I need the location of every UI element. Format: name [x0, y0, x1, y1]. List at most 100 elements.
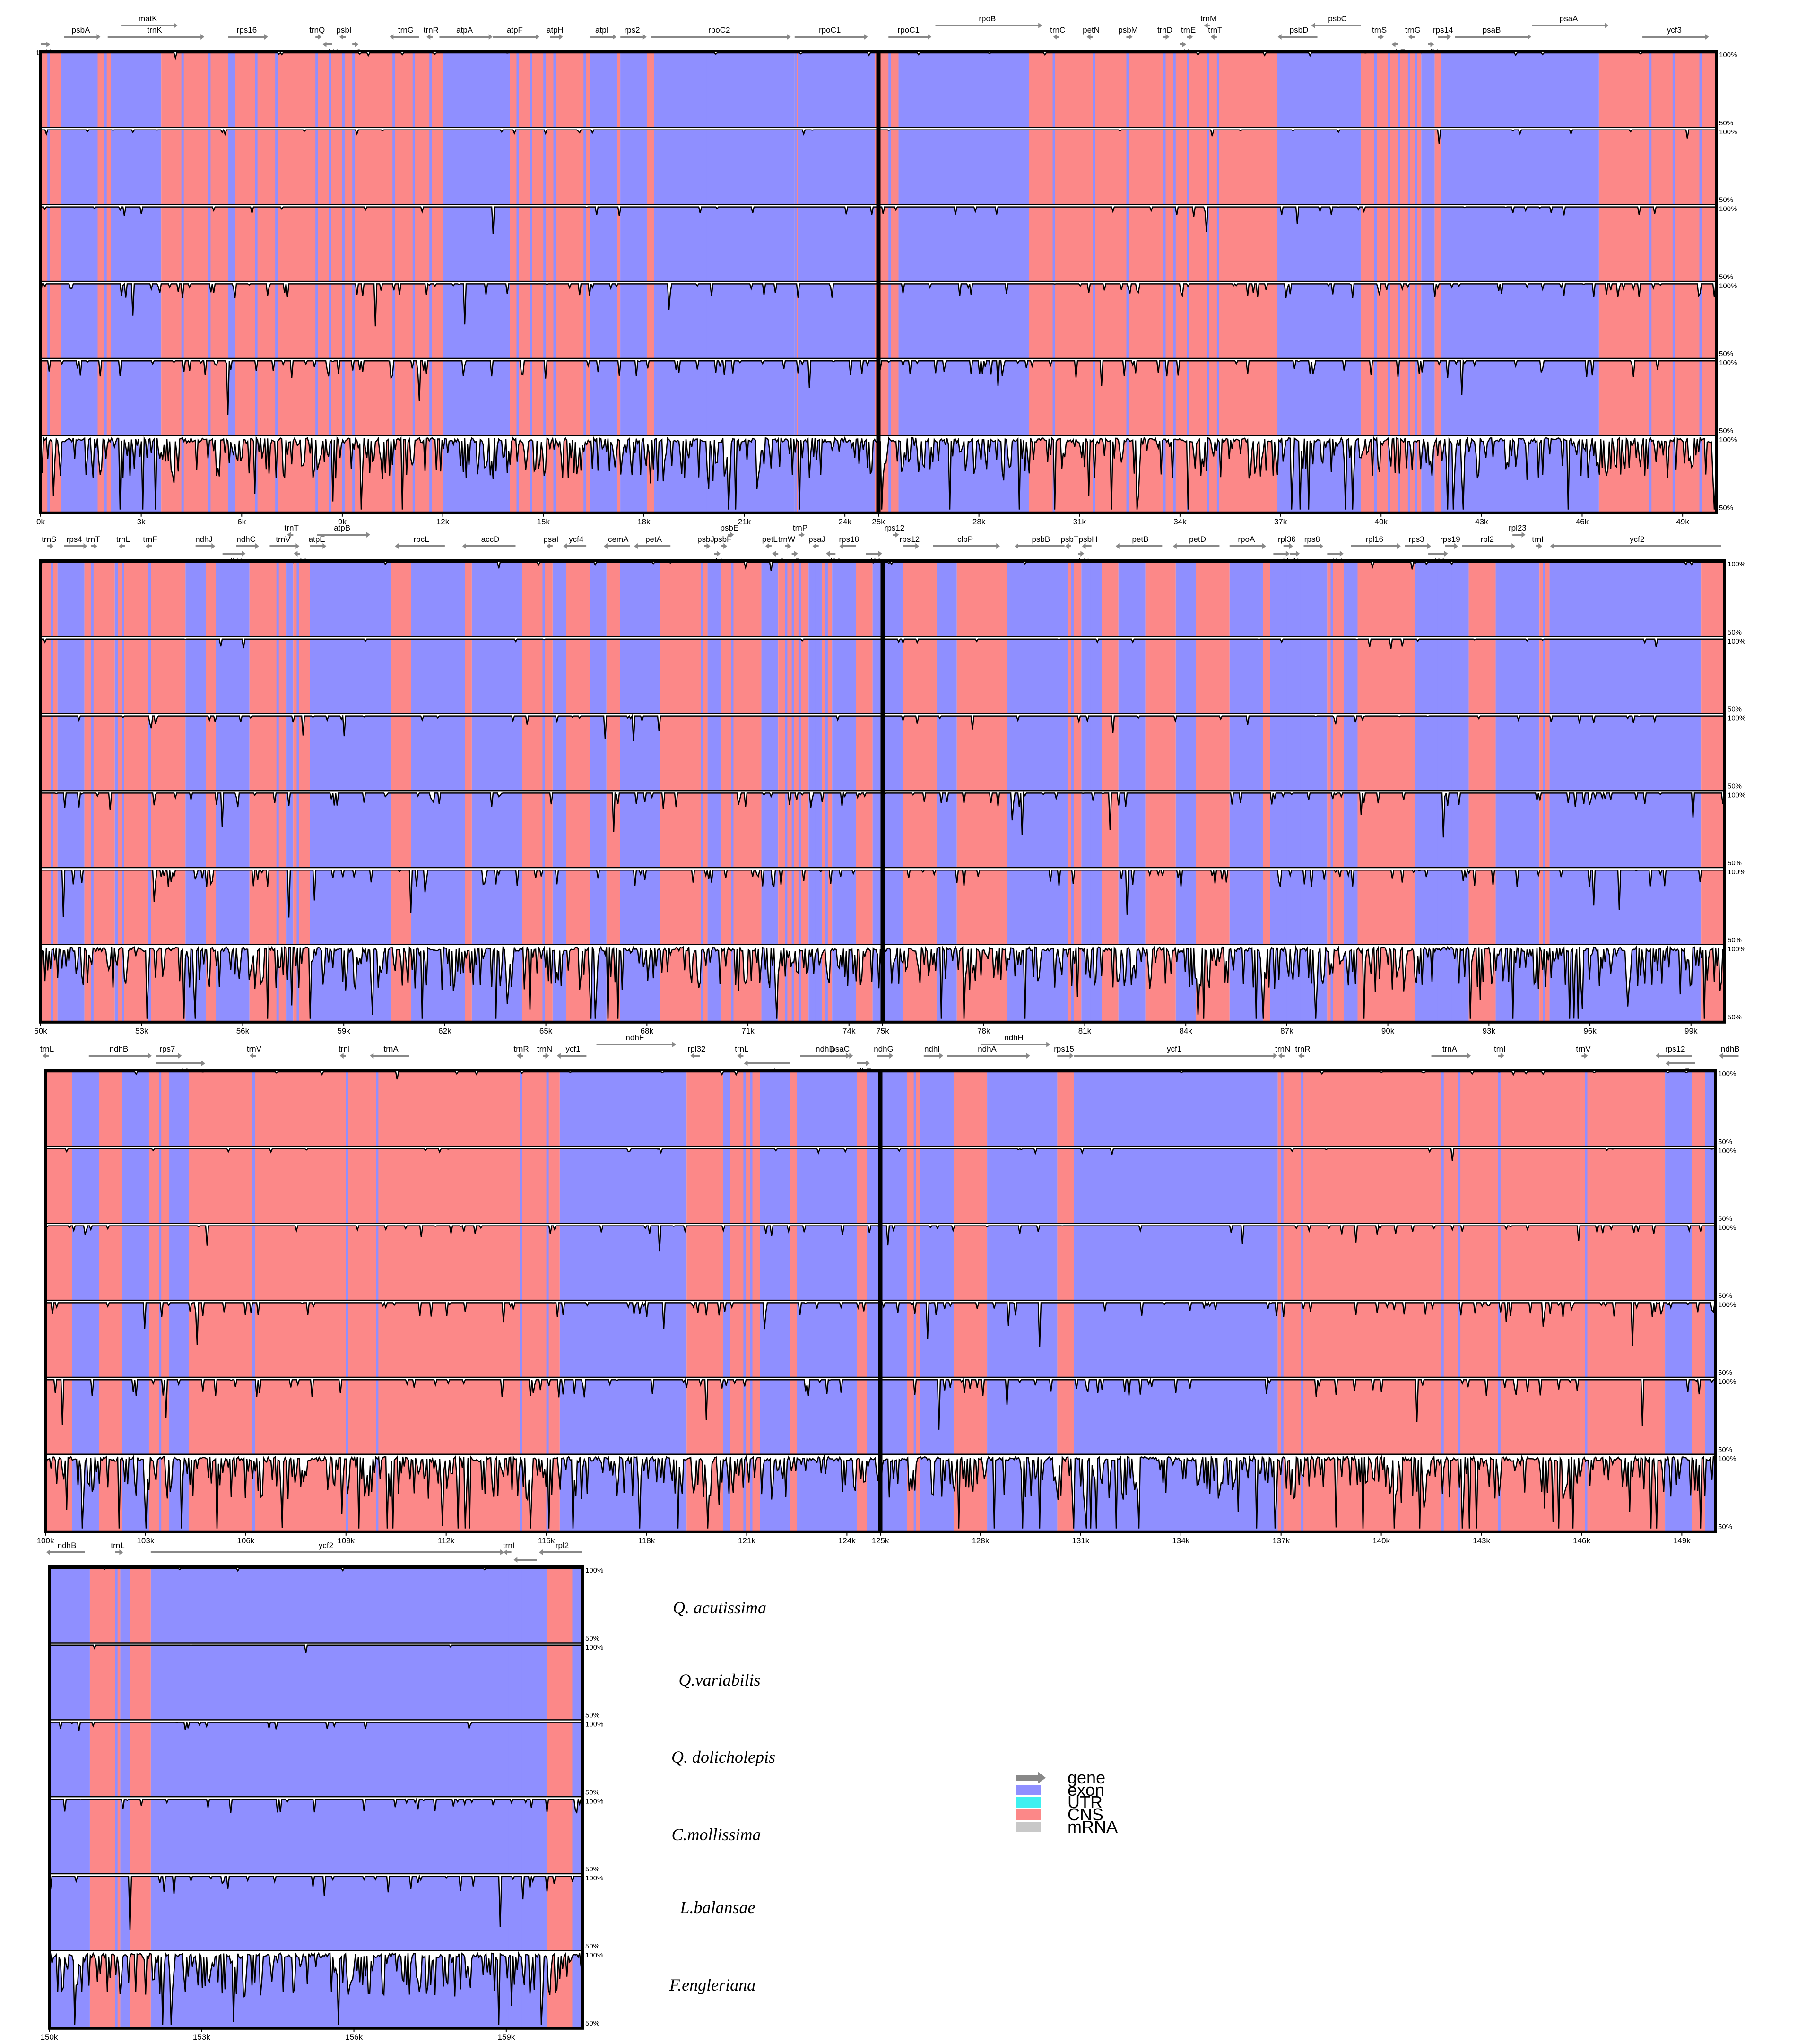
- gene-trnN: trnN: [537, 1044, 552, 1059]
- gene-atpB: atpB: [317, 523, 371, 538]
- gene-arrow-head: [200, 34, 205, 40]
- gene-label: petL: [762, 535, 778, 544]
- y-label-100: 100%: [1719, 436, 1737, 444]
- gene-arrow-head: [119, 1549, 123, 1555]
- gene-label: accD: [481, 535, 500, 544]
- identity-gap: [41, 714, 1725, 741]
- gene-ndhF: ndhF: [596, 1033, 677, 1047]
- gene-label: ycf1: [566, 1044, 581, 1053]
- y-label-100: 100%: [1719, 282, 1737, 290]
- y-label-100: 100%: [1719, 359, 1737, 367]
- gene-ndhG: ndhG: [874, 1044, 894, 1059]
- y-label-100: 100%: [1728, 637, 1745, 645]
- x-tick-label: 90k: [1381, 1026, 1395, 1035]
- y-label-50: 50%: [585, 1788, 599, 1796]
- y-label-50: 50%: [1718, 1215, 1732, 1223]
- legend-swatch: [1016, 1809, 1041, 1820]
- gene-label: rps7: [159, 1044, 175, 1053]
- x-tick-label: 153k: [193, 2033, 210, 2042]
- gene-trnM: trnM: [1200, 14, 1216, 28]
- gene-arrow-head: [1521, 532, 1526, 538]
- gene-arrow-head: [50, 543, 54, 549]
- gene-label: atpA: [456, 26, 473, 35]
- x-tick-label: 99k: [1684, 1026, 1698, 1035]
- gene-trnE: trnE: [1181, 26, 1196, 40]
- gene-trnT: trnT: [86, 535, 100, 549]
- x-tick-label: 115k: [538, 1536, 555, 1545]
- gene-ndhB: ndhB: [46, 1541, 85, 1555]
- gene-label: rps12: [900, 535, 920, 544]
- x-tick-label: 100k: [37, 1536, 54, 1545]
- gene-label: rps3: [1409, 535, 1424, 544]
- identity-curve: [49, 1797, 582, 1815]
- gene-arrow-head: [1380, 34, 1384, 40]
- x-tick-label: 150k: [41, 2033, 58, 2042]
- gene-arrow-head: [878, 551, 882, 557]
- gene-arrow-head: [1408, 34, 1412, 40]
- gene-arrow-head: [603, 543, 608, 549]
- gene-arrow-head: [1273, 1053, 1277, 1059]
- gene-label: psbJ: [697, 535, 714, 544]
- gene-label: trnC: [1050, 26, 1065, 35]
- x-tick-label: 71k: [741, 1026, 755, 1035]
- gene-psbC: psbC: [1311, 14, 1361, 28]
- x-tick-label: 62k: [438, 1026, 451, 1035]
- y-label-100: 100%: [585, 1797, 603, 1805]
- gene-arrow-head: [1285, 551, 1290, 557]
- legend-gene-arrow: [1016, 1772, 1046, 1784]
- y-label-100: 100%: [585, 1874, 603, 1882]
- gene-label: atpI: [595, 26, 608, 35]
- y-label-100: 100%: [1719, 205, 1737, 213]
- gene-clpP: clpP: [933, 535, 1000, 549]
- gene-arrow-head: [546, 543, 550, 549]
- gene-arrow-head: [787, 34, 791, 40]
- species-label: Q. dolicholepis: [671, 1748, 775, 1766]
- y-label-100: 100%: [1718, 1378, 1736, 1386]
- gene-arrow-head: [118, 543, 122, 549]
- gene-trnL: trnL: [111, 1541, 125, 1555]
- gene-label: trnK: [147, 26, 162, 35]
- gene-arrow-head: [1320, 543, 1324, 549]
- gene-arrow-head: [96, 34, 101, 40]
- gene-psbH: psbH: [1079, 535, 1097, 549]
- species-label: C.mollissima: [671, 1825, 761, 1844]
- species-label: Q.variabilis: [678, 1670, 760, 1689]
- x-tick-label: 12k: [436, 517, 450, 526]
- gene-arrow-head: [201, 1061, 206, 1066]
- gene-label: ndhB: [110, 1044, 129, 1053]
- gene-trnP: trnP: [793, 523, 807, 538]
- gene-label: trnL: [111, 1541, 124, 1550]
- x-tick-label: 0k: [36, 517, 45, 526]
- gene-psbI: psbI: [336, 26, 352, 40]
- x-axis: 0k 3k 6k 9k 12k 15k 18k 21k 24k 25k 28k 31k 34k 37k 40…: [36, 513, 1689, 526]
- gene-arrow-head: [1550, 543, 1554, 549]
- gene-matK: matK: [121, 14, 178, 28]
- gene-label: rps2: [624, 26, 640, 35]
- gene-arrow-head: [46, 1549, 50, 1555]
- gene-rps7: rps7: [156, 1044, 182, 1059]
- gene-arrow-head: [355, 42, 359, 47]
- gene-psbB: psbB: [1014, 535, 1065, 549]
- x-tick-label: 15k: [537, 517, 550, 526]
- gene-label: trnI: [1532, 535, 1544, 544]
- gene-rpoC1: rpoC1: [888, 26, 932, 40]
- gene-ndhB: ndhB: [1719, 1044, 1740, 1059]
- gene-trnI: trnI: [1494, 1044, 1506, 1059]
- gene-label: rbcL: [413, 535, 429, 544]
- identity-gap: [49, 1720, 582, 1731]
- y-label-100: 100%: [585, 1721, 603, 1729]
- gene-ycf1: ycf1: [556, 1044, 587, 1059]
- gene-arrow-head: [322, 42, 327, 47]
- gene-ndhB: ndhB: [88, 1044, 152, 1059]
- gene-label: psbF: [714, 535, 732, 544]
- gene-arrow-head: [287, 532, 291, 538]
- gene-psaA: psaA: [1532, 14, 1609, 28]
- gene-rps12: rps12: [885, 523, 904, 538]
- y-label-100: 100%: [585, 1566, 603, 1574]
- x-tick-label: 84k: [1179, 1026, 1192, 1035]
- gene-arrow-head: [1129, 34, 1133, 40]
- gene-arrow-head: [1189, 34, 1193, 40]
- gene-rps8: rps8: [1303, 535, 1324, 549]
- gene-ycf4: ycf4: [563, 535, 587, 549]
- legend-item-UTR: UTR: [1016, 1792, 1103, 1812]
